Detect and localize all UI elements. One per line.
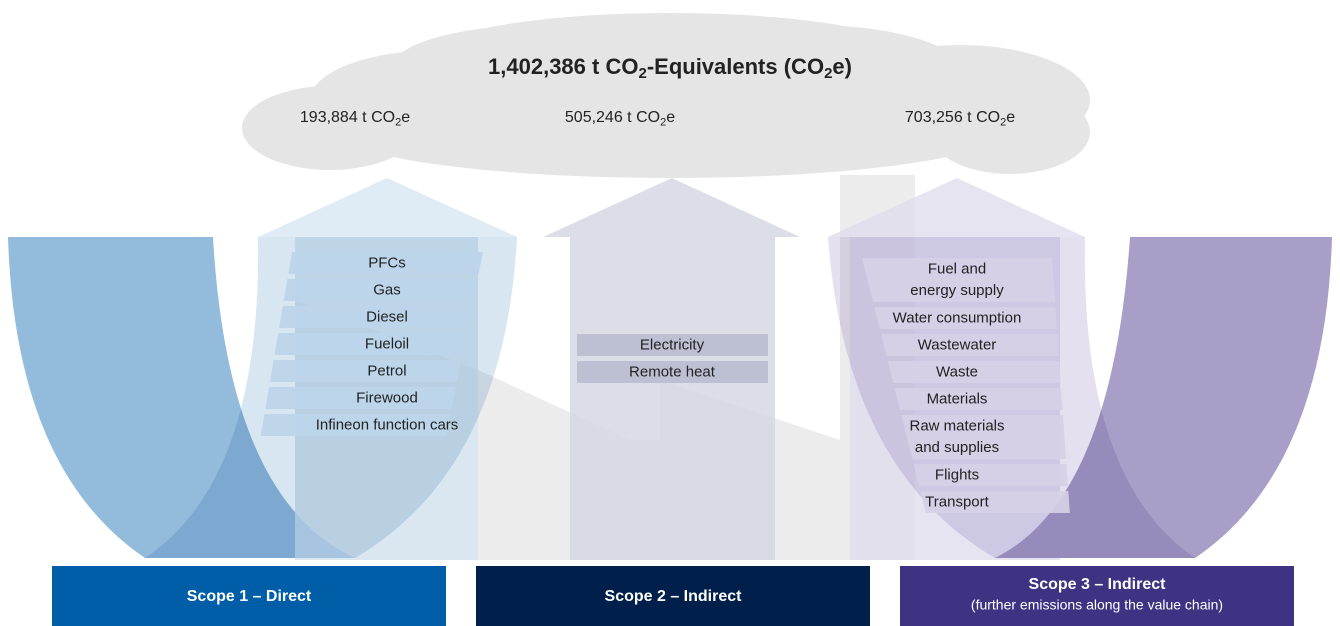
item-bar <box>913 464 1068 486</box>
item-bar <box>577 361 768 383</box>
scope-label: Scope 2 – Indirect <box>605 588 743 605</box>
item-bar <box>577 334 768 356</box>
item-bar <box>920 491 1070 513</box>
text-part: 1,402,386 t CO <box>488 54 638 79</box>
subscript: 2 <box>1000 116 1006 128</box>
item-bar <box>901 415 1067 459</box>
text-part: e <box>401 109 410 126</box>
subscript: 2 <box>395 116 401 128</box>
text-part: e) <box>832 54 852 79</box>
subscript: 2 <box>660 116 666 128</box>
item-bar <box>288 252 483 274</box>
scope-total: 193,884 t CO2e <box>300 109 410 128</box>
item-bar <box>260 414 451 436</box>
item-label: PFCs <box>368 254 406 271</box>
subscript: 2 <box>638 65 646 82</box>
subscript: 2 <box>824 65 832 82</box>
item-label: Flights <box>935 466 979 483</box>
item-label: Diesel <box>366 308 408 325</box>
item-bar <box>279 306 473 328</box>
item-label: Wastewater <box>918 336 997 353</box>
item-label: Infineon function cars <box>316 416 459 433</box>
item-label: Gas <box>373 281 401 298</box>
item-label: Remote heat <box>629 363 716 380</box>
item-label: Water consumption <box>893 309 1022 326</box>
item-bar <box>887 361 1061 383</box>
scope-total: 703,256 t CO2e <box>905 109 1015 128</box>
item-bar <box>269 360 462 382</box>
scope-box <box>900 566 1294 626</box>
item-label: Waste <box>936 363 978 380</box>
scope-box <box>476 566 870 626</box>
item-bar <box>274 333 467 355</box>
scope-label: Scope 3 – Indirect <box>1029 576 1167 593</box>
text-part: 703,256 t CO <box>905 109 1000 126</box>
item-bar <box>881 334 1059 356</box>
scope-label: Scope 1 – Direct <box>187 588 312 605</box>
scope-total: 505,246 t CO2e <box>565 109 675 128</box>
title: 1,402,386 t CO2-Equivalents (CO2e) <box>488 54 852 82</box>
item-bar <box>862 258 1056 302</box>
item-label: energy supply <box>910 282 1004 299</box>
text-part: 505,246 t CO <box>565 109 660 126</box>
item-label: Materials <box>927 390 988 407</box>
item-label: and supplies <box>915 439 999 456</box>
item-bar <box>894 388 1063 410</box>
scope-sublabel: (further emissions along the value chain… <box>971 597 1223 613</box>
item-bar <box>265 387 456 409</box>
text-part: 193,884 t CO <box>300 109 395 126</box>
item-label: Transport <box>925 493 989 510</box>
item-label: Electricity <box>640 336 705 353</box>
text-part: e <box>1006 109 1015 126</box>
item-label: Firewood <box>356 389 418 406</box>
item-label: Raw materials <box>909 417 1004 434</box>
cloud <box>242 13 1090 178</box>
item-label: Petrol <box>367 362 406 379</box>
text-part: -Equivalents (CO <box>647 54 824 79</box>
item-label: Fuel and <box>928 260 986 277</box>
item-bar <box>283 279 478 301</box>
text-part: e <box>666 109 675 126</box>
item-bar <box>874 307 1057 329</box>
item-label: Fueloil <box>365 335 409 352</box>
scope-box <box>52 566 446 626</box>
